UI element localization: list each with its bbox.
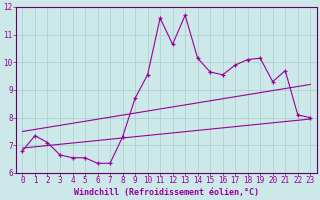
X-axis label: Windchill (Refroidissement éolien,°C): Windchill (Refroidissement éolien,°C) <box>74 188 259 197</box>
